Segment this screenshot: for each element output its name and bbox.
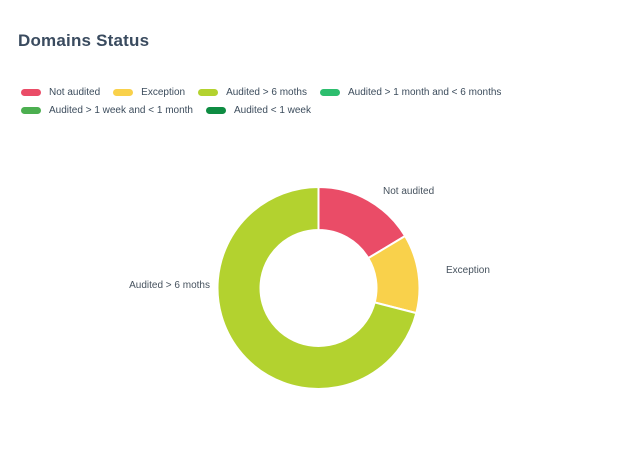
legend-label-audited-lt-1-week: Audited < 1 week — [234, 105, 311, 116]
legend-swatch-audited-lt-1-week — [206, 107, 226, 114]
slice-label-not-audited: Not audited — [383, 186, 435, 197]
legend-item-audited-1-week-1-month[interactable]: Audited > 1 week and < 1 month — [21, 105, 193, 116]
legend-swatch-not-audited — [21, 89, 41, 96]
legend-row-1: Not audited Exception Audited > 6 moths … — [21, 87, 501, 98]
page-title: Domains Status — [18, 31, 150, 50]
legend-label-audited-gt-6-moths: Audited > 6 moths — [226, 87, 307, 98]
legend-item-audited-1-month-6-months[interactable]: Audited > 1 month and < 6 months — [319, 87, 502, 98]
legend-swatch-exception — [113, 89, 134, 96]
legend-label-audited-1-month-6-months: Audited > 1 month and < 6 months — [347, 87, 502, 98]
slice-label-audited-gt-6-moths: Audited > 6 moths — [129, 280, 210, 291]
legend-swatch-audited-1-month-6-months — [319, 89, 340, 96]
chart-legend: Not audited Exception Audited > 6 moths … — [21, 87, 501, 123]
legend-label-audited-1-week-1-month: Audited > 1 week and < 1 month — [49, 105, 193, 116]
legend-item-exception[interactable]: Exception — [113, 87, 185, 98]
legend-swatch-audited-1-week-1-month — [21, 107, 41, 114]
legend-item-audited-gt-6-moths[interactable]: Audited > 6 moths — [198, 87, 307, 98]
legend-label-not-audited: Not audited — [49, 87, 101, 98]
legend-row-2: Audited > 1 week and < 1 month Audited <… — [21, 105, 501, 116]
slice-label-exception: Exception — [446, 265, 490, 276]
donut-slice-audited-6-moths[interactable] — [216, 185, 418, 390]
legend-swatch-audited-gt-6-moths — [198, 89, 219, 96]
legend-item-audited-lt-1-week[interactable]: Audited < 1 week — [206, 105, 311, 116]
legend-label-exception: Exception — [141, 87, 186, 98]
legend-item-not-audited[interactable]: Not audited — [21, 87, 100, 98]
